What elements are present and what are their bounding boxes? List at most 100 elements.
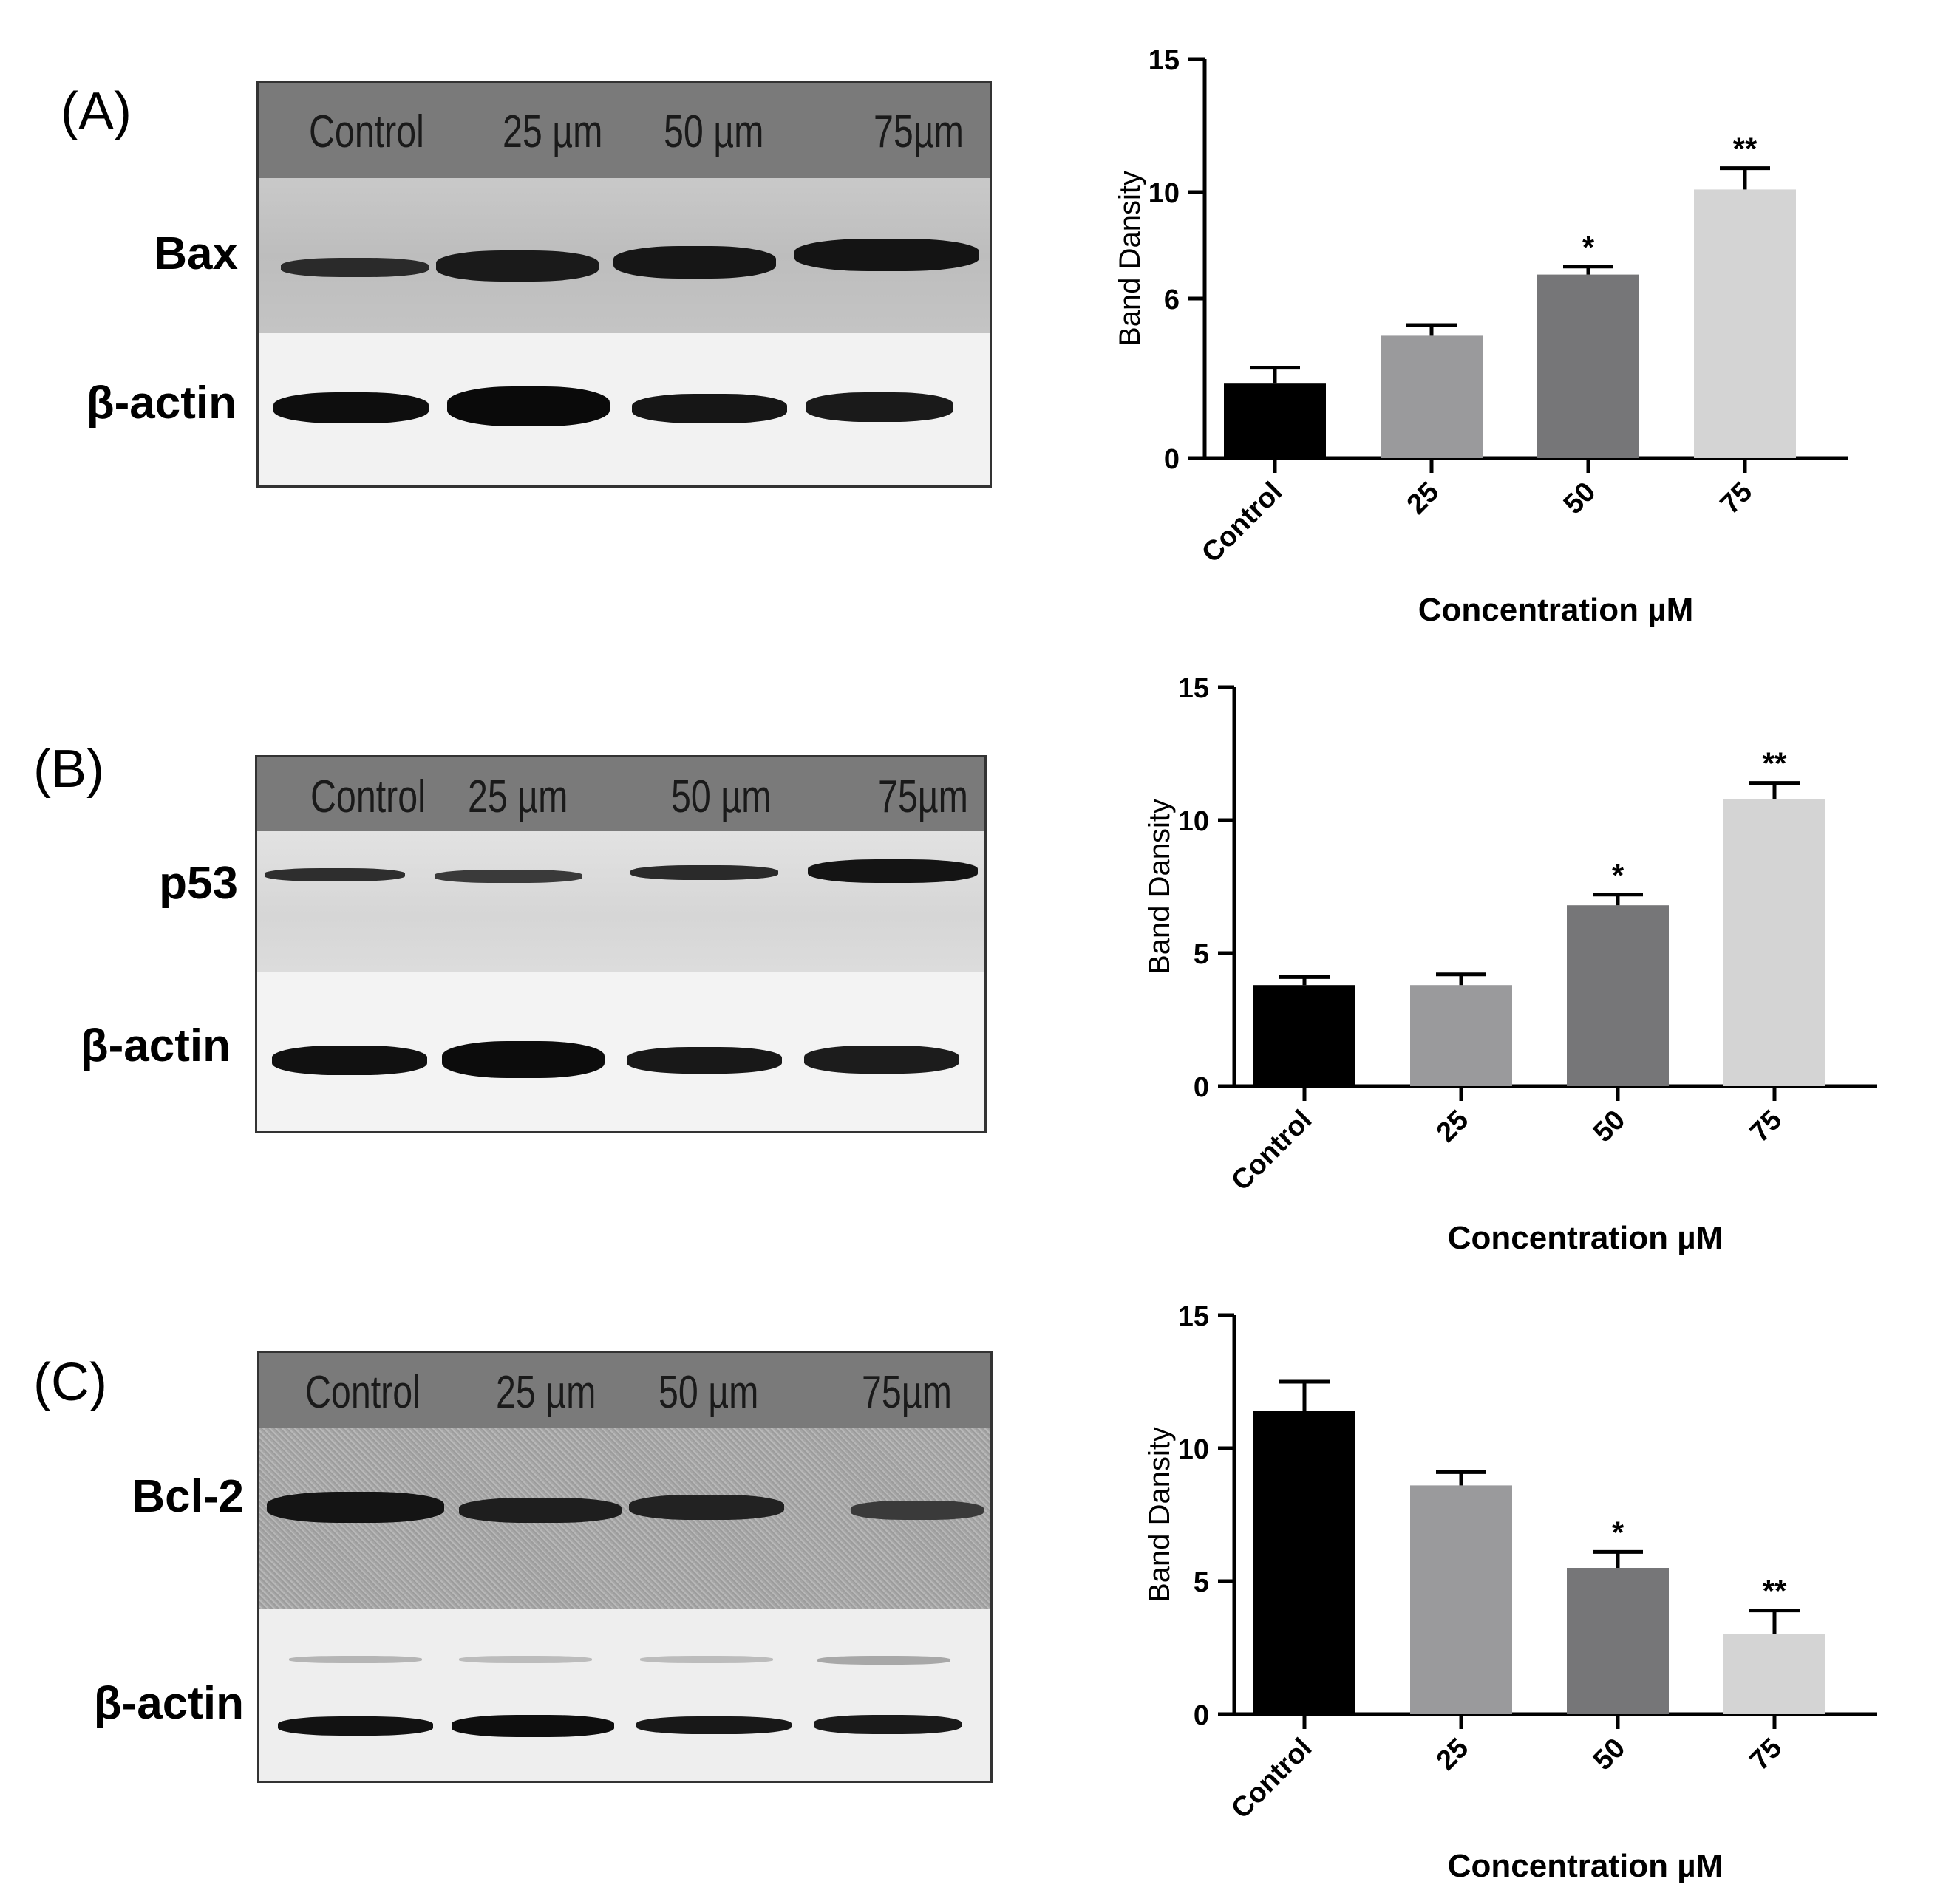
bar-chart: 0 5 10 15 Band Dansity Control 25 * 50 ** 75 Concen… [1143, 1301, 1877, 1884]
blot-band [804, 1046, 959, 1074]
row-label: Bax [154, 228, 238, 279]
panel-a: (A) Control 25 µm 50 µm 75µm Bax β-actin… [0, 0, 1960, 628]
target-protein-zone [257, 831, 984, 972]
lane-label: Control [309, 106, 424, 157]
x-tick-label: Control [1225, 1105, 1318, 1197]
y-tick-label: 5 [1194, 939, 1209, 970]
row-label: p53 [159, 858, 238, 909]
blot-band [640, 1656, 773, 1663]
y-tick-label: 10 [1178, 806, 1209, 837]
bar [1410, 985, 1512, 1086]
blot-band [289, 1656, 422, 1663]
x-tick-label: 50 [1558, 477, 1602, 521]
y-tick-label: 0 [1194, 1700, 1209, 1731]
blot-band [817, 1656, 950, 1665]
blot-band [806, 392, 953, 422]
blot-lane-header [259, 1353, 990, 1428]
blot-band [794, 239, 979, 271]
bar [1694, 189, 1796, 458]
bar [1410, 1485, 1512, 1714]
blot-band [627, 1047, 782, 1074]
y-tick-label: 10 [1178, 1434, 1209, 1465]
panel-label: (C) [33, 1353, 107, 1412]
blot-band [265, 868, 405, 881]
blot-band [452, 1715, 614, 1737]
lane-label: 50 µm [671, 771, 772, 822]
x-tick-label: 75 [1715, 477, 1759, 521]
blot-band [613, 246, 776, 279]
blot-band [629, 1495, 784, 1520]
lane-label: 75µm [878, 771, 968, 822]
y-tick-label: 0 [1164, 444, 1180, 475]
lane-label: 25 µm [468, 771, 568, 822]
y-tick-label: 15 [1149, 45, 1180, 76]
x-tick-label: 50 [1588, 1105, 1632, 1149]
significance-mark: ** [1763, 746, 1787, 781]
y-tick-label: 10 [1149, 178, 1180, 209]
x-tick-label: Control [1225, 1733, 1318, 1825]
lane-label: Control [305, 1367, 421, 1418]
significance-mark: ** [1763, 1574, 1787, 1609]
y-tick-label: 15 [1178, 673, 1209, 704]
x-tick-label: 25 [1431, 1733, 1475, 1777]
blot-band [267, 1492, 444, 1523]
y-axis-label: Band Dansity [1143, 1427, 1176, 1603]
western-blot-image: Control 25 µm 50 µm 75µm [255, 755, 987, 1133]
blot-band [630, 865, 778, 880]
bar [1253, 985, 1355, 1086]
significance-mark: * [1612, 858, 1624, 893]
blot-band [851, 1501, 984, 1520]
bar [1723, 799, 1825, 1086]
x-tick-label: 75 [1744, 1733, 1789, 1777]
x-tick-label: 25 [1401, 477, 1446, 521]
x-tick-label: 50 [1588, 1733, 1632, 1777]
blot-lane-header [259, 83, 990, 178]
row-label: β-actin [86, 378, 237, 429]
row-label: β-actin [93, 1678, 244, 1729]
blot-band [436, 250, 599, 282]
panel-b: (B) Control 25 µm 50 µm 75µm p53 β-actin… [0, 628, 1960, 1256]
blot-band [632, 394, 787, 423]
x-axis-label: Concentration µM [1448, 1220, 1723, 1256]
panel-c: (C) Control 25 µm 50 µm 75µm Bcl-2 β-act… [0, 1256, 1960, 1893]
blot-band [814, 1715, 962, 1734]
bar-chart: 0 5 10 15 Band Dansity Control 25 * 50 ** 75 Concen… [1143, 673, 1877, 1256]
lane-label: 25 µm [503, 106, 603, 157]
x-axis-label: Concentration µM [1418, 592, 1693, 628]
blot-band [442, 1041, 605, 1078]
bar-chart: 0 6 10 15 Band Dansity Control 25 * 50 ** 75 Concen… [1114, 45, 1848, 628]
bar [1381, 335, 1483, 458]
blot-band [459, 1656, 592, 1663]
x-tick-label: 75 [1744, 1105, 1789, 1149]
panel-label: (B) [33, 740, 104, 799]
western-blot-image: Control 25 µm 50 µm 75µm [257, 1351, 993, 1783]
blot-band [278, 1716, 433, 1736]
blot-lane-header [257, 757, 984, 831]
y-axis-label: Band Dansity [1143, 799, 1176, 975]
row-label: β-actin [80, 1020, 231, 1071]
y-tick-label: 0 [1194, 1072, 1209, 1103]
lane-label: 50 µm [664, 106, 764, 157]
bar [1537, 274, 1639, 458]
bar [1723, 1634, 1825, 1714]
blot-band [459, 1498, 622, 1523]
bar [1224, 383, 1326, 458]
blot-band [281, 258, 429, 277]
bar [1567, 1568, 1669, 1714]
x-tick-label: 25 [1431, 1105, 1475, 1149]
y-axis-label: Band Dansity [1114, 171, 1146, 347]
y-tick-label: 6 [1164, 284, 1180, 316]
significance-mark: ** [1733, 132, 1757, 166]
lane-label: 25 µm [496, 1367, 596, 1418]
blot-band [272, 1046, 427, 1075]
blot-band [636, 1716, 792, 1734]
blot-band [808, 859, 978, 883]
blot-band [435, 870, 582, 883]
western-blot-image: Control 25 µm 50 µm 75µm [256, 81, 992, 488]
significance-mark: * [1612, 1515, 1624, 1549]
loading-control-zone [259, 1609, 990, 1781]
blot-band [273, 392, 429, 423]
bar [1567, 905, 1669, 1086]
x-axis-label: Concentration µM [1448, 1848, 1723, 1884]
lane-label: 75µm [862, 1367, 952, 1418]
